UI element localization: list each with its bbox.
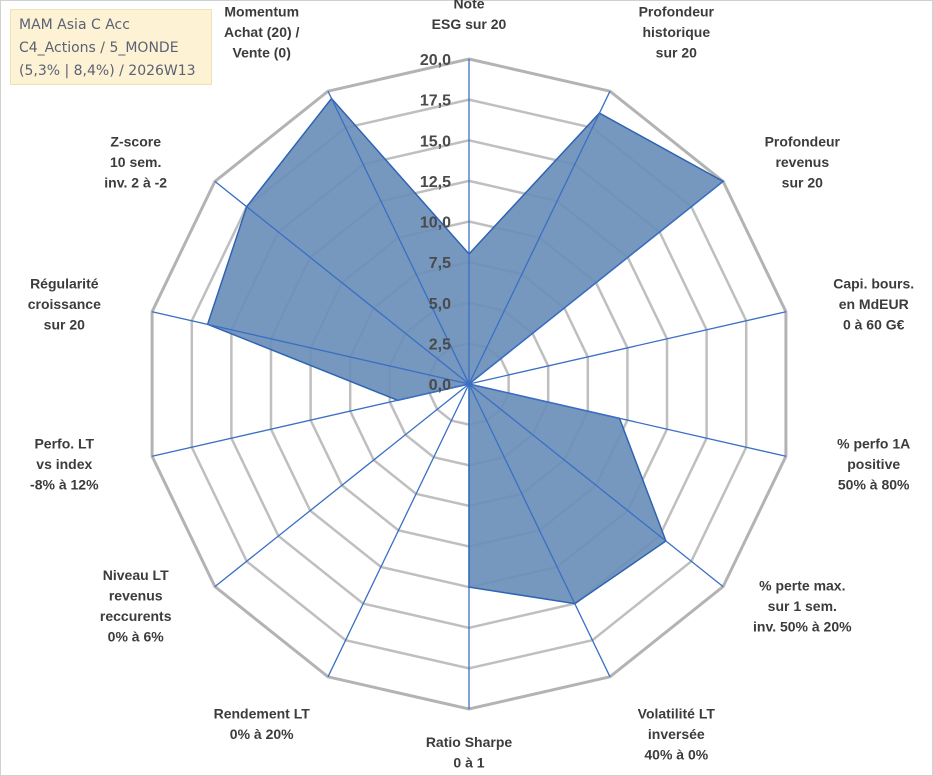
axis-label-10: Perfo. LT vs index -8% à 12% [30, 435, 99, 492]
fund-category: C4_Actions / 5_MONDE [19, 40, 179, 56]
axis-label-line: Z-score [110, 134, 161, 150]
tick-label: 0,0 [429, 377, 451, 394]
series-area-0 [206, 97, 725, 605]
axis-label-line: positive [847, 456, 900, 472]
radar-axis-labels: Note ESG sur 20 Profondeur historique sur 20… [28, 0, 914, 771]
axis-spoke-13 [327, 90, 470, 385]
axis-spoke-5 [468, 383, 724, 588]
axis-label-line: croissance [28, 296, 101, 312]
radar-tick-labels: 0,0 2,5 5,0 7,5 10,0 12,5 15,0 17,5 20,0 [420, 52, 451, 394]
axis-label-line: 0 à 60 G€ [843, 317, 905, 333]
axis-spoke-10 [151, 383, 470, 457]
axis-label-line: % perfo 1A [837, 435, 910, 451]
tick-label: 20,0 [420, 52, 451, 69]
axis-spoke-3 [468, 311, 787, 385]
axis-label-7: Ratio Sharpe 0 à 1 [426, 734, 513, 771]
axis-label-line: reccurents [100, 608, 172, 624]
axis-label-line: historique [642, 24, 710, 40]
axis-label-3: Capi. bours. en MdEUR 0 à 60 G€ [833, 276, 914, 333]
tick-label: 15,0 [420, 133, 451, 150]
axis-label-line: sur 20 [656, 45, 697, 61]
axis-label-line: sur 20 [44, 317, 85, 333]
axis-label-line: 40% à 0% [644, 746, 708, 762]
axis-label-12: Z-score 10 sem. inv. 2 à -2 [104, 134, 167, 191]
axis-label-line: 0 à 1 [453, 755, 484, 771]
tick-label: 2,5 [429, 336, 451, 353]
axis-spoke-11 [151, 311, 470, 385]
axis-label-9: Niveau LT revenus reccurents 0% à 6% [100, 567, 172, 645]
axis-label-line: ESG sur 20 [432, 16, 507, 32]
axis-label-line: inv. 50% à 20% [753, 618, 852, 634]
axis-label-line: Profondeur [639, 4, 715, 20]
axis-spoke-9 [214, 383, 470, 588]
axis-label-13: Momentum Achat (20) / Vente (0) [224, 4, 300, 61]
tick-label: 12,5 [420, 174, 451, 191]
axis-label-line: Régularité [30, 276, 99, 292]
axis-label-6: Volatilité LT inversée 40% à 0% [638, 705, 716, 762]
axis-label-line: Rendement LT [214, 705, 311, 721]
axis-label-line: revenus [109, 588, 163, 604]
axis-label-line: sur 1 sem. [768, 598, 837, 614]
axis-label-1: Profondeur historique sur 20 [639, 4, 715, 61]
axis-spoke-1 [468, 90, 611, 385]
axis-label-line: 50% à 80% [838, 476, 910, 492]
axis-spoke-6 [468, 383, 611, 678]
radar-spokes [151, 59, 787, 709]
tick-label: 7,5 [429, 255, 451, 272]
axis-label-line: Achat (20) / [224, 24, 300, 40]
tick-label: 5,0 [429, 296, 451, 313]
axis-label-line: Ratio Sharpe [426, 734, 513, 750]
axis-label-line: vs index [36, 456, 92, 472]
tick-label: 17,5 [420, 93, 451, 110]
axis-label-line: revenus [775, 154, 829, 170]
tick-label: 10,0 [420, 215, 451, 232]
axis-label-line: sur 20 [782, 175, 823, 191]
axis-label-line: en MdEUR [839, 296, 909, 312]
axis-label-line: Momentum [224, 4, 299, 20]
axis-label-line: 0% à 20% [230, 726, 294, 742]
fund-info-box: MAM Asia C Acc C4_Actions / 5_MONDE (5,3… [10, 9, 212, 85]
axis-label-line: Perfo. LT [34, 435, 94, 451]
axis-spoke-4 [468, 383, 787, 457]
axis-label-5: % perte max. sur 1 sem. inv. 50% à 20% [753, 577, 852, 634]
axis-label-line: inversée [648, 726, 705, 742]
axis-label-line: inv. 2 à -2 [104, 175, 167, 191]
axis-label-2: Profondeur revenus sur 20 [765, 134, 841, 191]
axis-spoke-12 [214, 180, 470, 385]
axis-label-line: Niveau LT [103, 567, 169, 583]
axis-label-line: 0% à 6% [108, 629, 165, 645]
axis-label-line: -8% à 12% [30, 476, 99, 492]
axis-label-line: Profondeur [765, 134, 841, 150]
axis-label-line: 10 sem. [110, 154, 161, 170]
fund-stats: (5,3% | 8,4%) / 2026W13 [19, 63, 196, 79]
axis-label-line: Volatilité LT [638, 705, 716, 721]
radar-series [206, 97, 725, 605]
axis-spoke-8 [327, 383, 470, 678]
fund-name: MAM Asia C Acc [19, 17, 130, 33]
axis-spoke-2 [468, 180, 724, 385]
axis-label-line: Vente (0) [233, 45, 291, 61]
axis-label-4: % perfo 1A positive 50% à 80% [837, 435, 910, 492]
axis-label-8: Rendement LT 0% à 20% [214, 705, 311, 742]
axis-label-line: Capi. bours. [833, 276, 914, 292]
axis-label-line: Note [453, 0, 484, 12]
axis-label-line: % perte max. [759, 577, 845, 593]
axis-label-11: Régularité croissance sur 20 [28, 276, 101, 333]
axis-label-0: Note ESG sur 20 [432, 0, 507, 32]
